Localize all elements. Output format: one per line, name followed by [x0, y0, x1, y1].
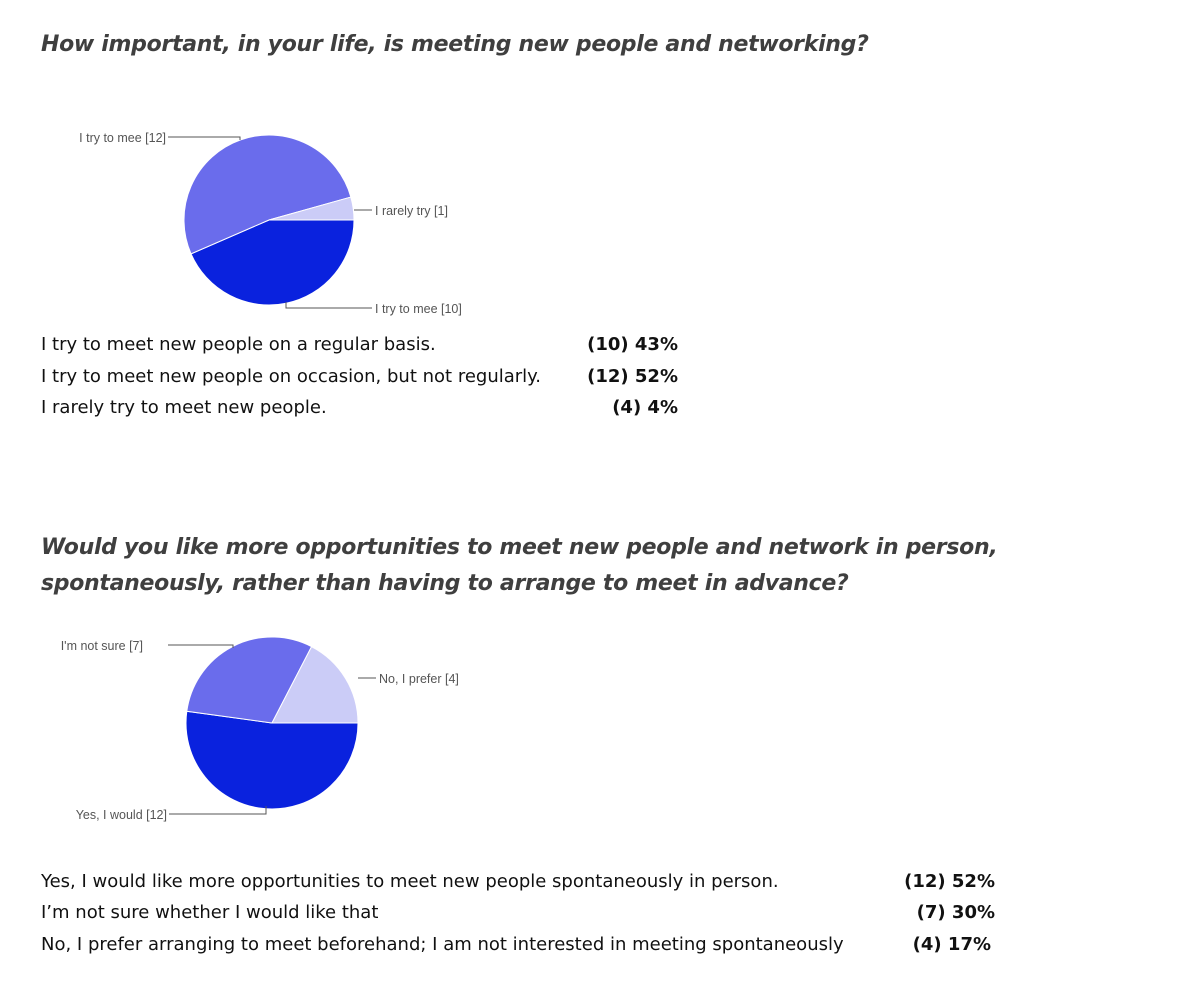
pie-slice — [186, 636, 313, 724]
legend-item-value: (10) 43% — [587, 334, 678, 355]
pie-slice — [268, 196, 355, 221]
pie-chart-networking-importance: I try to mee [12] I rarely try [1] I try… — [79, 131, 462, 316]
legend-item-label: I try to meet new people on a regular ba… — [41, 334, 436, 355]
callout-slice-2: I'm not sure [7] — [61, 639, 143, 653]
pie-chart-spontaneous-meeting: I'm not sure [7] No, I prefer [4] Yes, I… — [61, 636, 459, 822]
legend-item-value: (4) 17% — [912, 934, 991, 955]
question-2-title: Would you like more opportunities to mee… — [41, 535, 998, 596]
callout-slice-3: I rarely try [1] — [375, 204, 448, 218]
pie-slice — [271, 645, 359, 724]
leader-line — [285, 302, 372, 309]
callout-slice-1: I try to mee [10] — [375, 302, 462, 316]
pie-slice — [185, 710, 359, 810]
question-1-title: How important, in your life, is meeting … — [41, 32, 869, 57]
legend-item-label: No, I prefer arranging to meet beforehan… — [41, 934, 844, 955]
legend-item-label: I try to meet new people on occasion, bu… — [41, 366, 541, 387]
legend-item-value: (12) 52% — [587, 366, 678, 387]
legend-item-label: I rarely try to meet new people. — [41, 397, 327, 418]
leader-line — [168, 136, 241, 140]
legend-item-label: I’m not sure whether I would like that — [41, 902, 379, 923]
legend-item-value: (7) 30% — [916, 902, 995, 923]
callout-slice-3: No, I prefer [4] — [379, 672, 459, 686]
pie-slice — [183, 134, 352, 255]
leader-line — [168, 644, 234, 648]
callout-slice-2: I try to mee [12] — [79, 131, 166, 145]
legend-item-value: (4) 4% — [612, 397, 678, 418]
callout-slice-1: Yes, I would [12] — [76, 808, 167, 822]
legend-item-label: Yes, I would like more opportunities to … — [41, 871, 779, 892]
leader-line — [169, 806, 267, 815]
legend-item-value: (12) 52% — [904, 871, 995, 892]
